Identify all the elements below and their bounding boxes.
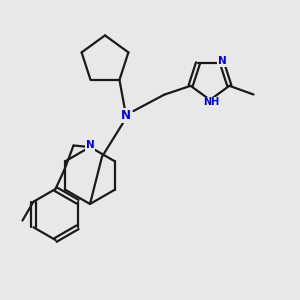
Text: N: N [121,109,131,122]
Text: NH: NH [203,97,220,107]
Text: N: N [218,56,226,67]
Text: N: N [85,140,94,151]
